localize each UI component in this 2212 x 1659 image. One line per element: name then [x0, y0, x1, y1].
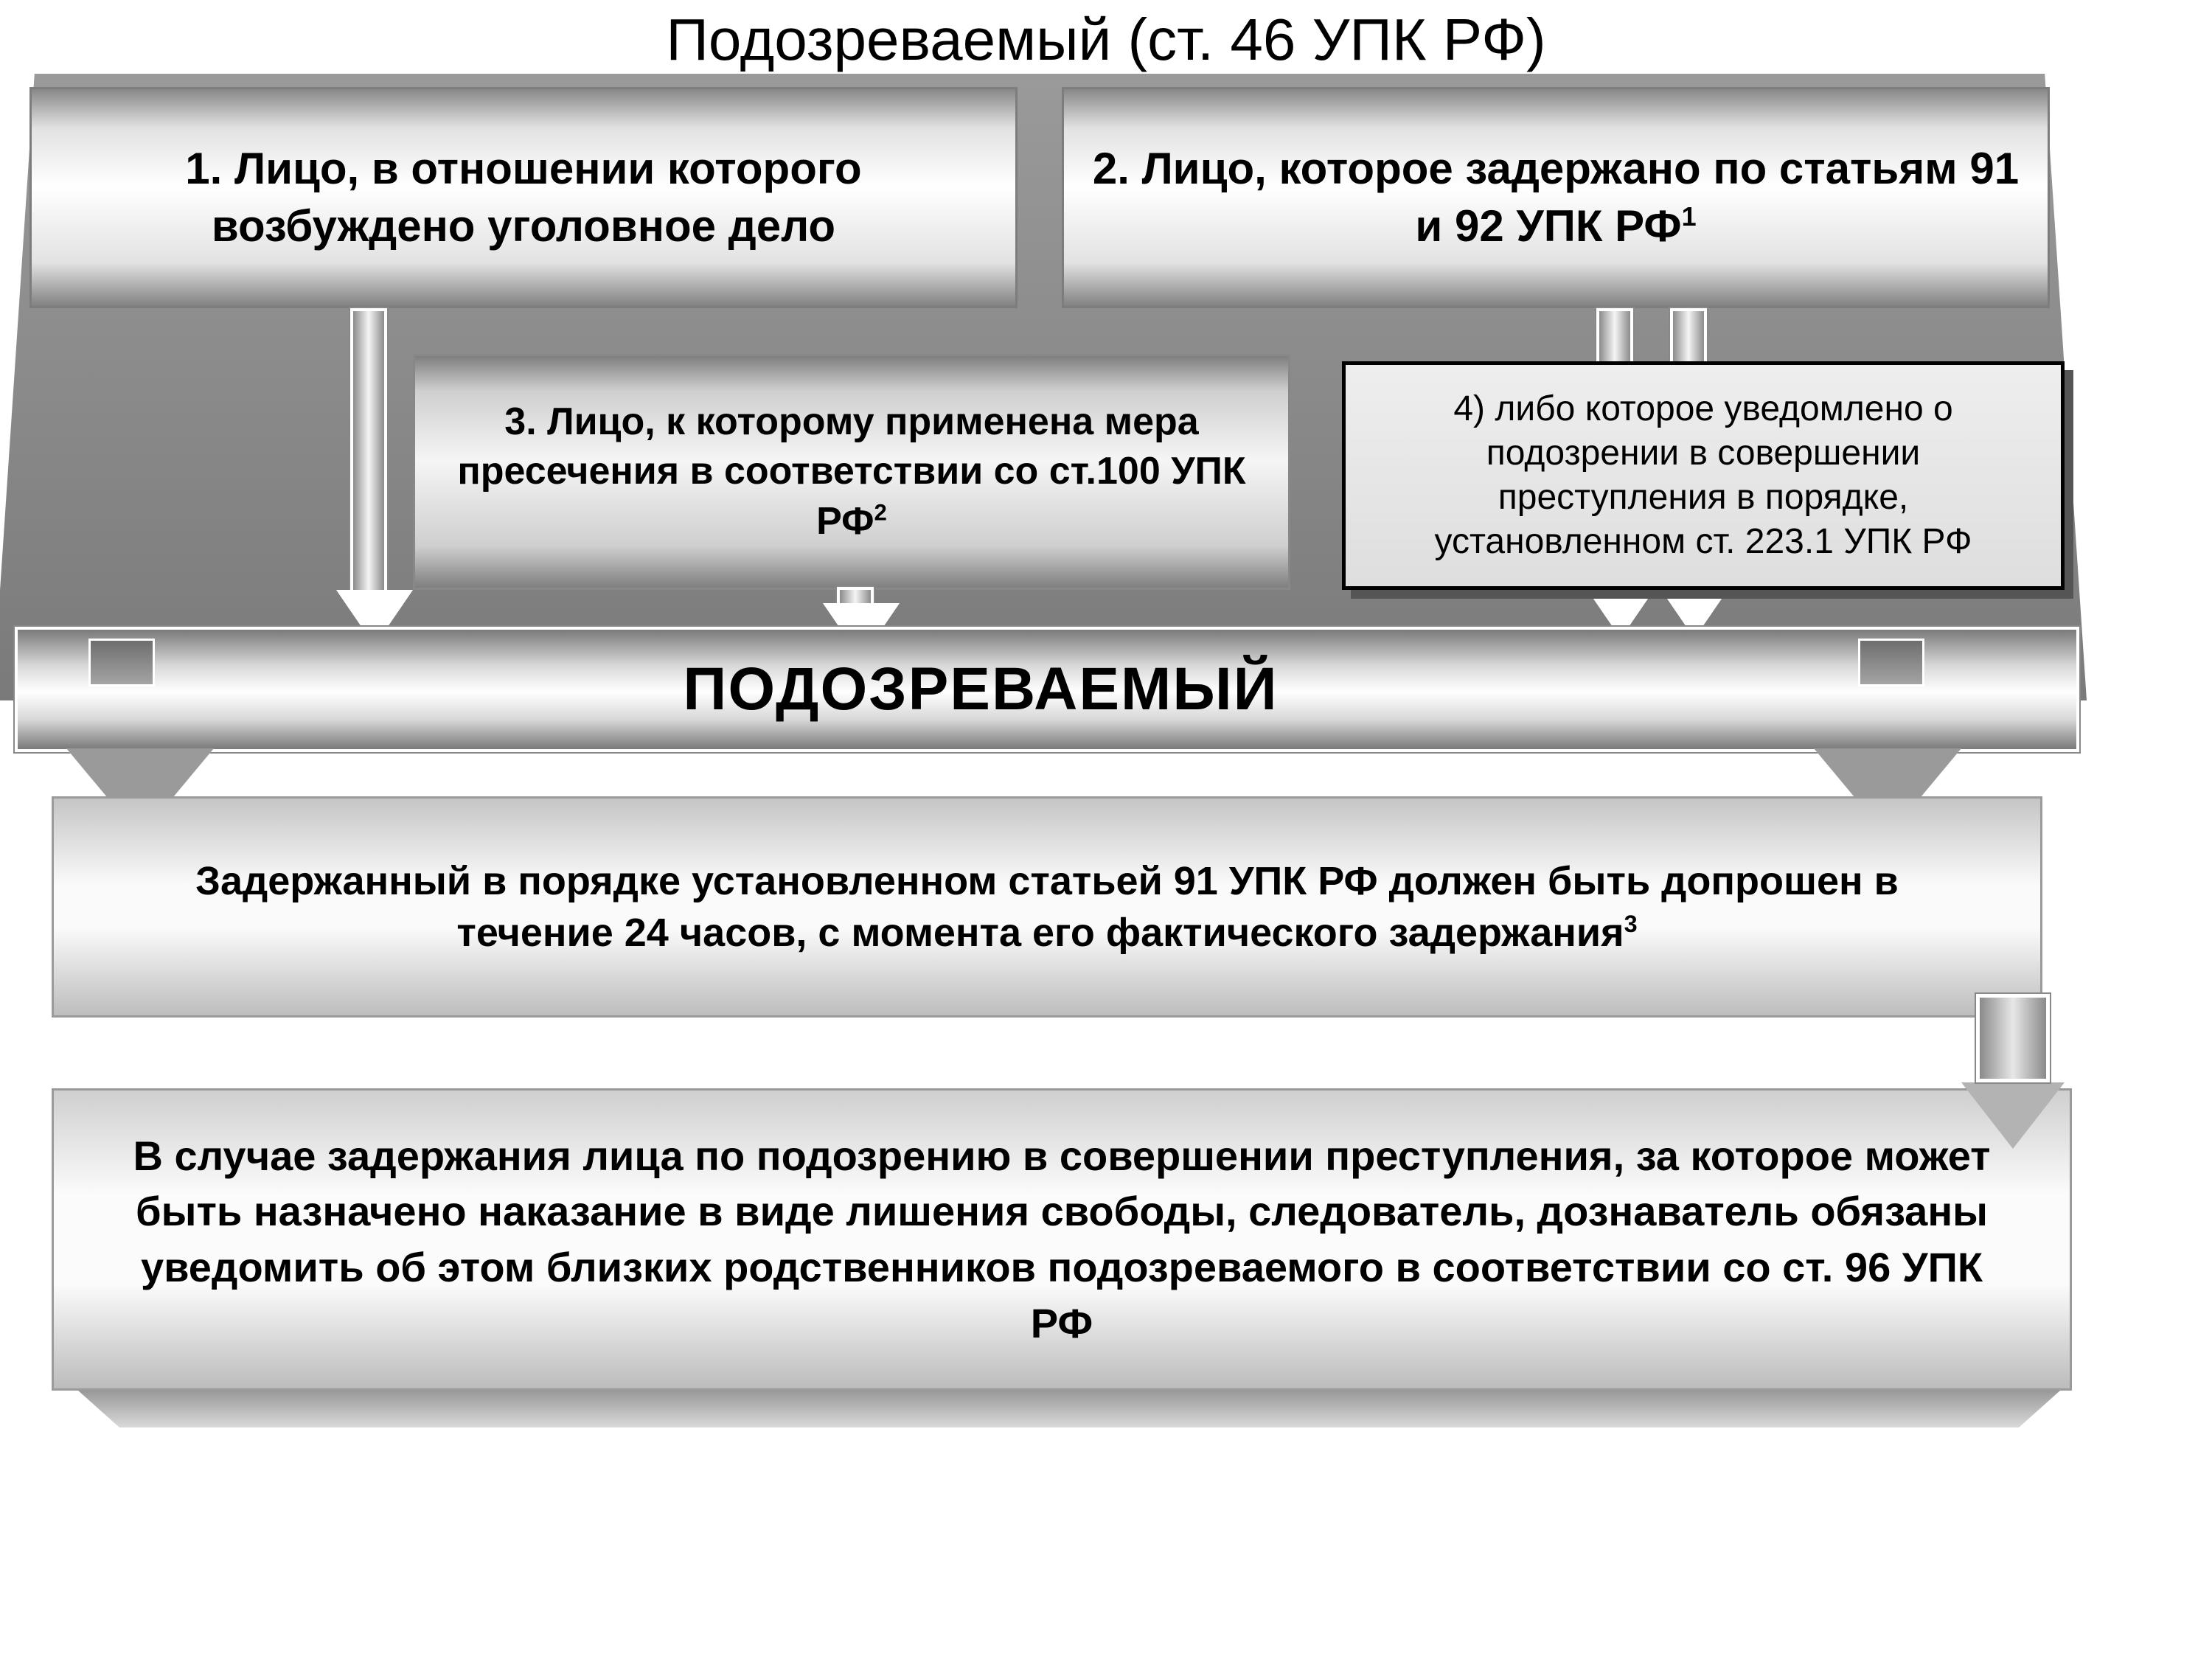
node-box2: 2. Лицо, которое задержано по статьям 91… — [1062, 87, 2050, 308]
node-box6: В случае задержания лица по подозрению в… — [52, 1088, 2072, 1391]
bottom-edge-shadow — [37, 1391, 2101, 1427]
node-box3-sup: 2 — [874, 499, 887, 525]
node-box2-text: 2. Лицо, которое задержано по статьям 91… — [1086, 140, 2025, 255]
node-box2-main: 2. Лицо, которое задержано по статьям 91… — [1093, 144, 2019, 251]
node-box2-sup: 1 — [1682, 201, 1697, 232]
side-block-left — [81, 639, 162, 757]
node-box1: 1. Лицо, в отношении которого возбуждено… — [29, 87, 1018, 308]
node-box4-text: 4) либо которое уведомлено о подозрении … — [1368, 387, 2039, 564]
side-block-right — [1851, 639, 1932, 757]
node-box6-text: В случае задержания лица по подозрению в… — [105, 1128, 2018, 1351]
suspect-band-text: ПОДОЗРЕВАЕМЫЙ — [18, 655, 2076, 724]
arrow-box5-to-box6 — [1969, 994, 2072, 1134]
arrow-box1-down — [339, 308, 398, 644]
node-box3: 3. Лицо, к которому применена мера пресе… — [413, 354, 1290, 590]
node-box1-text: 1. Лицо, в отношении которого возбуждено… — [54, 140, 993, 255]
node-box3-main: 3. Лицо, к которому применена мера пресе… — [457, 400, 1245, 543]
node-box5-main: Задержанный в порядке установленном стат… — [195, 859, 1899, 955]
node-suspect-band: ПОДОЗРЕВАЕМЫЙ — [15, 627, 2079, 752]
diagram-container: Подозреваемый (ст. 46 УПК РФ) 1. Лицо, в… — [29, 0, 2183, 1659]
diagram-title: Подозреваемый (ст. 46 УПК РФ) — [29, 0, 2183, 84]
node-box5-sup: 3 — [1624, 911, 1638, 937]
node-box3-text: 3. Лицо, к которому применена мера пресе… — [437, 397, 1266, 547]
node-box5-text: Задержанный в порядке установленном стат… — [120, 855, 1974, 959]
node-box4: 4) либо которое уведомлено о подозрении … — [1342, 361, 2065, 590]
node-box5: Задержанный в порядке установленном стат… — [52, 796, 2042, 1018]
top-row: 1. Лицо, в отношении которого возбуждено… — [29, 87, 2183, 323]
